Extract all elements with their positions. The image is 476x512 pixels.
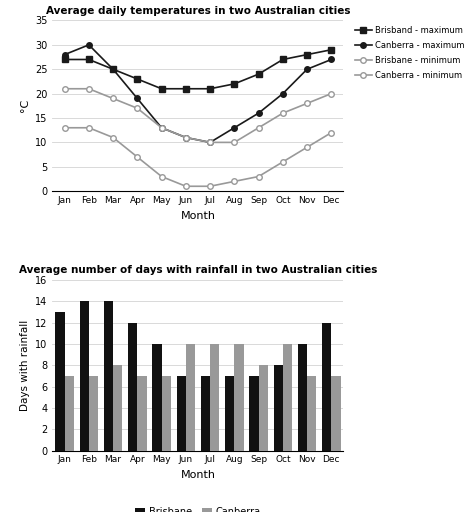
Brisbane - minimum <box>110 95 116 101</box>
Brisbane - minimum <box>279 110 285 116</box>
Brisbane - minimum <box>134 105 140 111</box>
Title: Average number of days with rainfall in two Australian cities: Average number of days with rainfall in … <box>19 265 377 275</box>
Canberra - minimum <box>255 174 261 180</box>
Bar <box>249 376 258 451</box>
Canberra - minimum <box>183 183 188 189</box>
Bar <box>234 344 243 451</box>
Brisband - maximum <box>231 81 237 87</box>
X-axis label: Month: Month <box>180 210 215 221</box>
Y-axis label: Days with rainfall: Days with rainfall <box>20 319 30 411</box>
Brisbane - minimum <box>61 86 67 92</box>
Brisbane - minimum <box>183 135 188 141</box>
Bar <box>128 323 137 451</box>
Canberra - minimum <box>86 125 91 131</box>
Bar <box>89 376 98 451</box>
Brisband - maximum <box>279 56 285 62</box>
Brisbane - minimum <box>328 91 334 97</box>
Y-axis label: °C: °C <box>20 99 30 113</box>
Brisband - maximum <box>207 86 212 92</box>
Bar <box>176 376 186 451</box>
Canberra - minimum <box>134 154 140 160</box>
Canberra - minimum <box>304 144 309 151</box>
Canberra - minimum <box>231 178 237 184</box>
Brisbane - minimum <box>207 139 212 145</box>
Brisband - maximum <box>86 56 91 62</box>
Bar <box>331 376 340 451</box>
Canberra - maximum <box>279 91 285 97</box>
Canberra - minimum <box>110 135 116 141</box>
Canberra - maximum <box>86 42 91 48</box>
Bar <box>55 312 64 451</box>
Bar <box>297 344 307 451</box>
Brisband - maximum <box>183 86 188 92</box>
Bar <box>104 301 113 451</box>
Canberra - minimum <box>279 159 285 165</box>
Bar <box>273 365 282 451</box>
Bar <box>307 376 316 451</box>
Canberra - maximum <box>159 125 164 131</box>
Canberra - minimum <box>61 125 67 131</box>
Bar <box>79 301 89 451</box>
Bar <box>64 376 74 451</box>
Brisbane - minimum <box>255 125 261 131</box>
Canberra - minimum <box>159 174 164 180</box>
Brisband - maximum <box>110 66 116 72</box>
Canberra - maximum <box>231 125 237 131</box>
Canberra - minimum <box>328 130 334 136</box>
Bar <box>186 344 195 451</box>
Bar <box>258 365 267 451</box>
Canberra - maximum <box>61 52 67 58</box>
Bar <box>161 376 170 451</box>
Brisband - maximum <box>304 52 309 58</box>
Bar <box>137 376 146 451</box>
Bar <box>321 323 331 451</box>
Bar <box>282 344 291 451</box>
Bar <box>209 344 219 451</box>
Legend: Brisbane, Canberra: Brisbane, Canberra <box>131 503 264 512</box>
Canberra - maximum <box>304 66 309 72</box>
Brisband - maximum <box>61 56 67 62</box>
Canberra - minimum <box>207 183 212 189</box>
Brisband - maximum <box>159 86 164 92</box>
Canberra - maximum <box>255 110 261 116</box>
Bar <box>225 376 234 451</box>
Line: Canberra - maximum: Canberra - maximum <box>62 42 333 145</box>
Bar <box>113 365 122 451</box>
Canberra - maximum <box>134 95 140 101</box>
Line: Canberra - minimum: Canberra - minimum <box>62 125 333 189</box>
X-axis label: Month: Month <box>180 470 215 480</box>
Brisband - maximum <box>134 76 140 82</box>
Line: Brisband - maximum: Brisband - maximum <box>62 47 333 92</box>
Canberra - maximum <box>207 139 212 145</box>
Brisbane - minimum <box>159 125 164 131</box>
Canberra - maximum <box>328 56 334 62</box>
Brisband - maximum <box>255 71 261 77</box>
Brisbane - minimum <box>231 139 237 145</box>
Bar <box>152 344 161 451</box>
Brisbane - minimum <box>304 100 309 106</box>
Bar <box>200 376 209 451</box>
Line: Brisbane - minimum: Brisbane - minimum <box>62 86 333 145</box>
Legend: Brisband - maximum, Canberra - maximum, Brisbane - minimum, Canberra - minimum: Brisband - maximum, Canberra - maximum, … <box>353 25 465 81</box>
Brisband - maximum <box>328 47 334 53</box>
Canberra - maximum <box>110 66 116 72</box>
Brisbane - minimum <box>86 86 91 92</box>
Title: Average daily temperatures in two Australian cities: Average daily temperatures in two Austra… <box>46 6 349 15</box>
Canberra - maximum <box>183 135 188 141</box>
